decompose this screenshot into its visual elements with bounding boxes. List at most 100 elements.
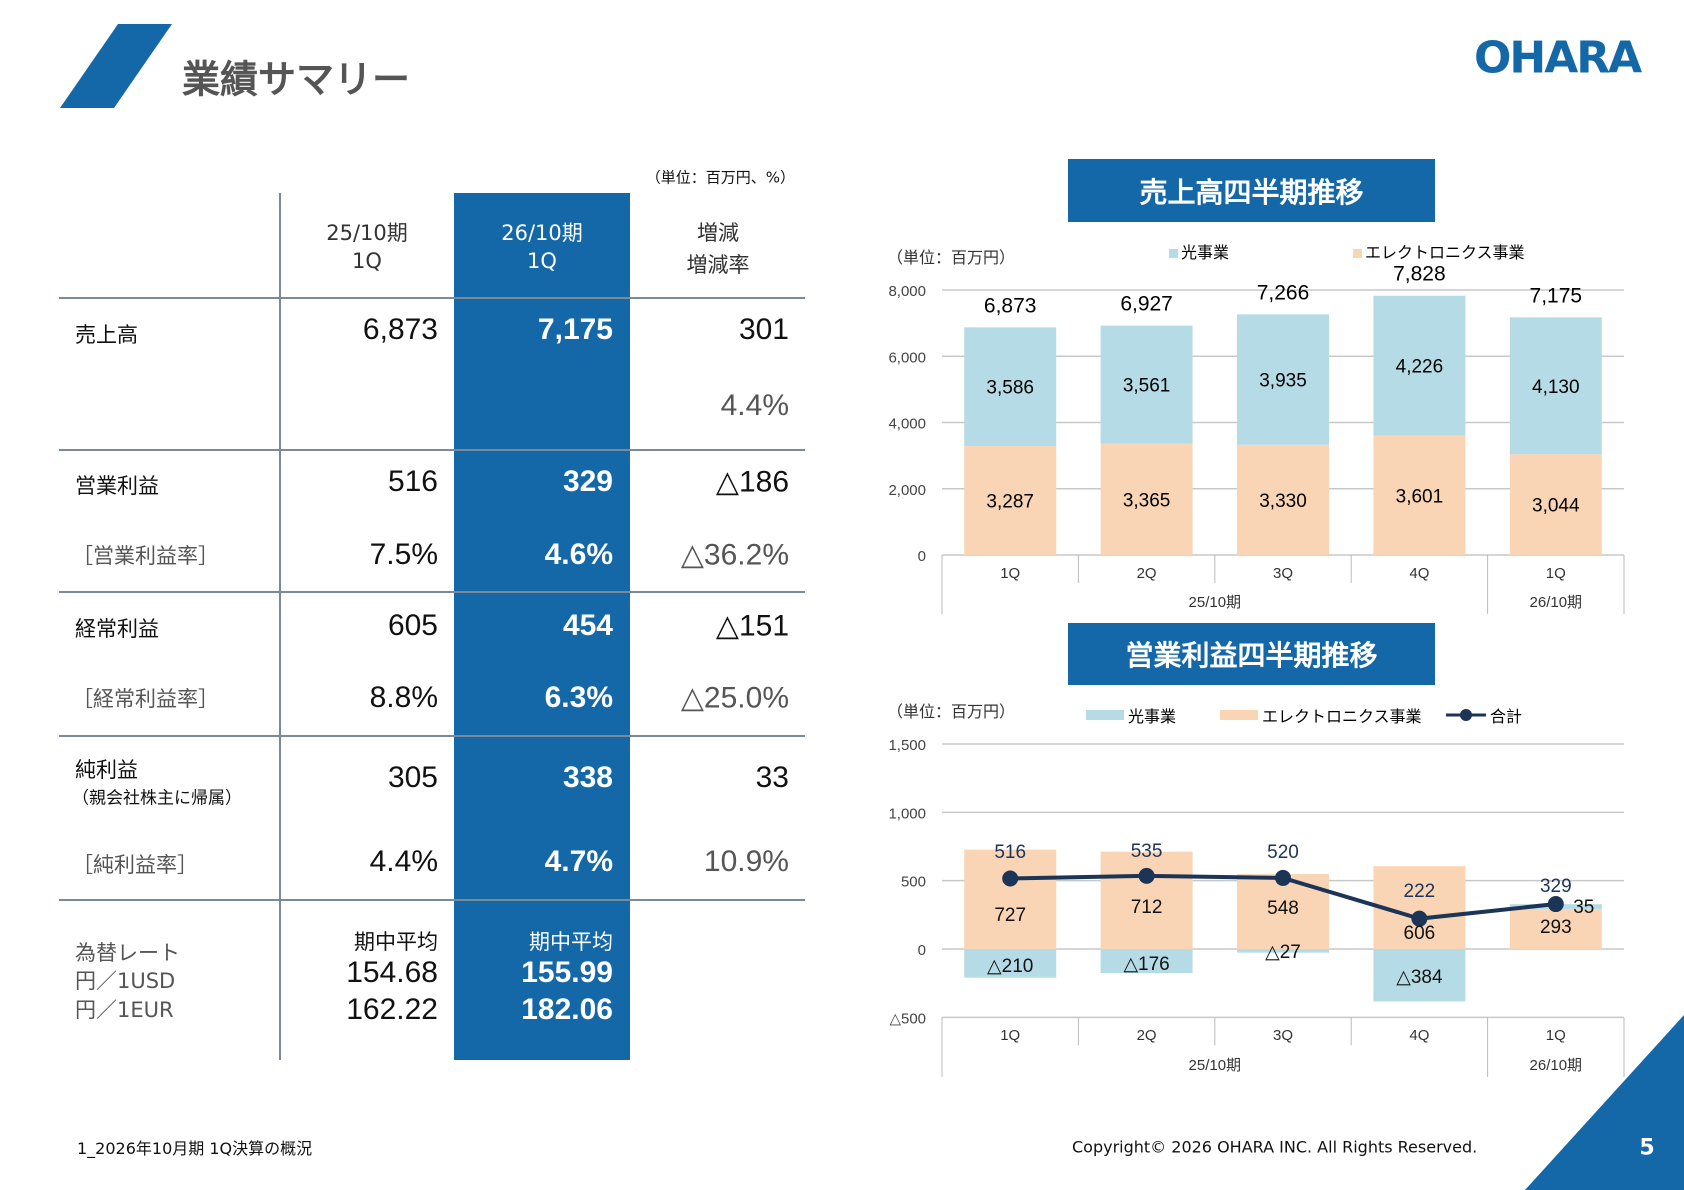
legend-swatch-optical <box>1086 710 1124 720</box>
y-tick-label: △500 <box>889 1010 926 1027</box>
x-tick-label: 4Q <box>1409 1027 1429 1044</box>
ohara-logo: OHARA <box>1474 32 1642 84</box>
col-header-current: 26/10期 <box>501 221 583 245</box>
operating-margin-change: △36.2% <box>680 538 789 572</box>
data-label-electronics: 3,601 <box>1396 486 1444 507</box>
bar-electronics <box>1509 908 1602 949</box>
x-tick-label: 2Q <box>1137 565 1157 582</box>
fx-usd-label: 円／1USD <box>75 969 176 993</box>
x-tick-label: 3Q <box>1273 565 1293 582</box>
data-label-optical: 3,586 <box>986 378 1034 399</box>
y-tick-label: 500 <box>901 874 926 891</box>
current-period-column <box>454 193 630 1060</box>
row-label-operating-margin: ［営業利益率］ <box>72 544 219 568</box>
x-tick-label: 3Q <box>1273 1027 1293 1044</box>
ordinary-change: △151 <box>715 609 789 643</box>
data-label-optical: △384 <box>1396 967 1443 988</box>
sales-chart-title: 売上高四半期推移 <box>1068 159 1435 222</box>
unit-label: （単位：百万円） <box>887 703 1015 721</box>
data-label-total: 329 <box>1540 876 1572 897</box>
title-slash-decoration <box>60 24 172 108</box>
row-label-net: 純利益 <box>75 758 138 782</box>
y-tick-label: 4,000 <box>888 416 926 433</box>
data-label-total: 516 <box>994 842 1026 863</box>
row-divider <box>59 735 805 737</box>
period-label: 26/10期 <box>1530 1057 1583 1074</box>
x-tick-label: 1Q <box>1546 1027 1566 1044</box>
row-label-net-margin: ［純利益率］ <box>72 853 198 877</box>
y-tick-label: 1,500 <box>888 737 926 754</box>
sales-prev: 6,873 <box>362 313 438 346</box>
data-label-total: 520 <box>1267 842 1299 863</box>
fx-avg-current: 期中平均 <box>529 930 613 954</box>
corner-triangle-decoration <box>1525 1015 1684 1190</box>
data-label-optical: 3,561 <box>1123 376 1171 397</box>
data-label-optical: 35 <box>1573 897 1594 918</box>
op-chart-title: 営業利益四半期推移 <box>1068 623 1435 685</box>
x-tick-label: 4Q <box>1409 565 1429 582</box>
data-label-optical: △176 <box>1123 954 1169 975</box>
data-label-total: 7,828 <box>1393 263 1446 286</box>
bar-optical <box>1237 314 1329 445</box>
bar-electronics <box>964 446 1057 555</box>
row-label-ordinary: 経常利益 <box>75 617 159 641</box>
row-divider <box>59 297 805 299</box>
y-tick-label: 0 <box>918 548 926 565</box>
data-label-optical: 3,935 <box>1259 371 1307 392</box>
total-marker <box>1002 870 1019 887</box>
sales-current: 7,175 <box>537 313 613 346</box>
copyright: Copyright© 2026 OHARA INC. All Rights Re… <box>1072 1137 1478 1157</box>
y-tick-label: 2,000 <box>888 482 926 499</box>
ordinary-current: 454 <box>562 609 613 642</box>
bar-optical <box>964 949 1057 978</box>
col-header-change: 増減 <box>697 221 739 245</box>
bar-electronics <box>964 849 1057 949</box>
bar-optical <box>1373 295 1466 436</box>
fx-eur-label: 円／1EUR <box>75 998 174 1022</box>
data-label-electronics: 727 <box>994 905 1026 926</box>
operating-margin-current: 4.6% <box>544 538 613 571</box>
ordinary-margin-change: △25.0% <box>680 681 789 715</box>
fx-eur-prev: 162.22 <box>346 993 438 1026</box>
legend-label-total: 合計 <box>1490 708 1522 726</box>
data-label-electronics: 3,365 <box>1123 490 1171 511</box>
y-tick-label: 6,000 <box>888 349 926 366</box>
legend-label-electronics: エレクトロニクス事業 <box>1365 244 1525 262</box>
period-label: 26/10期 <box>1530 594 1583 611</box>
fx-usd-current: 155.99 <box>521 956 613 989</box>
ordinary-margin-current: 6.3% <box>544 681 613 714</box>
row-label-operating: 営業利益 <box>75 474 159 498</box>
legend-swatch-optical <box>1169 249 1178 258</box>
x-tick-label: 2Q <box>1137 1027 1157 1044</box>
y-tick-label: 0 <box>918 942 926 959</box>
legend-label-optical: 光事業 <box>1128 708 1176 726</box>
row-divider <box>59 899 805 901</box>
page-title: 業績サマリー <box>182 57 411 102</box>
bar-optical <box>1373 949 1466 1002</box>
bar-electronics <box>1373 435 1466 555</box>
unit-label: （単位：百万円） <box>887 249 1015 267</box>
row-label-sales: 売上高 <box>75 323 138 347</box>
data-label-optical: △210 <box>987 956 1033 977</box>
total-marker <box>1411 910 1428 927</box>
fx-avg-prev: 期中平均 <box>354 930 438 954</box>
operating-change: △186 <box>715 465 789 499</box>
operating-margin-prev: 7.5% <box>369 538 438 571</box>
legend-swatch-electronics <box>1220 710 1258 720</box>
total-marker <box>1547 896 1564 913</box>
legend-label-electronics: エレクトロニクス事業 <box>1262 708 1422 726</box>
data-label-total: 535 <box>1131 841 1163 862</box>
data-label-electronics: 3,330 <box>1259 491 1307 512</box>
col-header-current-q: 1Q <box>527 249 557 273</box>
bar-optical <box>1100 325 1193 444</box>
legend-swatch-electronics <box>1353 249 1362 258</box>
data-label-total: 7,266 <box>1257 281 1310 304</box>
bar-electronics <box>1100 443 1193 555</box>
net-margin-prev: 4.4% <box>369 845 438 878</box>
col-header-prev: 25/10期 <box>326 221 408 245</box>
data-label-electronics: 3,287 <box>986 492 1034 513</box>
col-header-prev-q: 1Q <box>352 249 382 273</box>
sales-change: 301 <box>738 313 789 346</box>
x-tick-label: 1Q <box>1000 565 1020 582</box>
